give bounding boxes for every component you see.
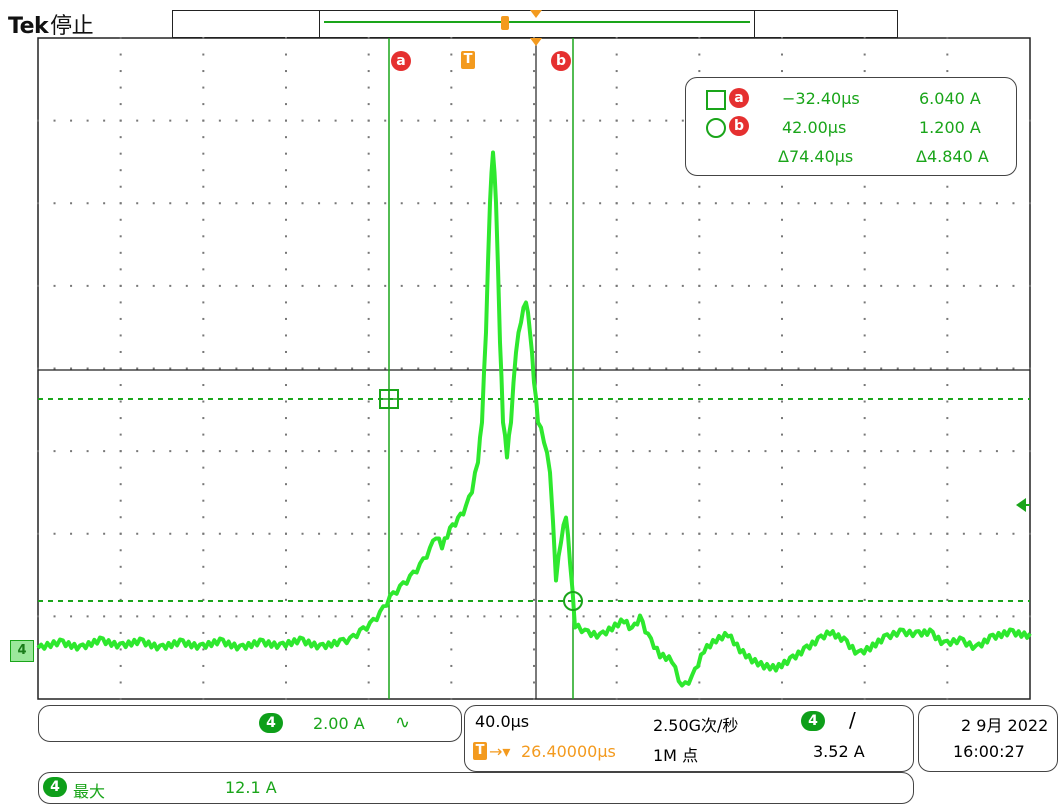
cursor-b-time: 42.00μs xyxy=(782,118,847,137)
cursor-readout-panel: a −32.40μs 6.040 A b 42.00μs 1.200 A Δ74… xyxy=(685,77,1017,176)
date-time-panel: 2 9月 2022 16:00:27 xyxy=(918,705,1058,772)
trigger-label[interactable]: T xyxy=(461,51,475,69)
cursor-b-circle-marker xyxy=(563,591,583,611)
acquisition-status: 停止 xyxy=(50,14,94,39)
timebase: 40.0μs xyxy=(475,712,530,731)
cursor-b-label[interactable]: b xyxy=(551,51,571,71)
channel-badge: 4 xyxy=(259,713,283,733)
trigger-channel-badge: 4 xyxy=(801,711,825,731)
measure-channel-badge: 4 xyxy=(43,777,67,797)
trigger-position-marker xyxy=(530,10,542,18)
measure-value: 12.1 A xyxy=(225,778,277,797)
cursor-b-value: 1.200 A xyxy=(919,118,981,137)
brand-text: Tek xyxy=(8,14,49,39)
trigger-level-arrow xyxy=(1016,498,1026,512)
bandwidth-limit-icon: ∿ xyxy=(395,712,411,733)
channel-4-ground-marker[interactable]: 4 xyxy=(10,640,34,662)
square-marker-icon xyxy=(706,90,726,110)
delta-time: Δ74.40μs xyxy=(778,147,854,166)
sample-rate: 2.50G次/秒 xyxy=(653,716,739,735)
trigger-overview-marker xyxy=(501,16,509,30)
record-length: 1M 点 xyxy=(653,746,699,765)
cursor-a-label[interactable]: a xyxy=(391,51,411,71)
trigger-time-marker xyxy=(530,38,542,46)
circle-marker-icon xyxy=(706,118,726,138)
graticule-grid xyxy=(37,37,1031,700)
waveform-trace-ch4 xyxy=(36,150,1032,688)
delta-value: Δ4.840 A xyxy=(916,147,989,166)
cursor-a-time: −32.40μs xyxy=(782,89,860,108)
trigger-position: 26.40000μs xyxy=(521,742,616,761)
trigger-arrow-icon: →▾ xyxy=(489,742,511,761)
horizontal-trigger-panel[interactable]: 40.0μs 2.50G次/秒 4 / T →▾ 26.40000μs 1M 点… xyxy=(464,705,914,772)
trigger-level: 3.52 A xyxy=(813,742,865,761)
channel-settings-panel[interactable]: 4 2.00 A ∿ xyxy=(38,705,462,742)
cursor-a-value: 6.040 A xyxy=(919,89,981,108)
vertical-scale: 2.00 A xyxy=(313,714,365,733)
brand-label: Tek停止 xyxy=(8,8,94,40)
time-display: 16:00:27 xyxy=(953,742,1025,761)
trigger-position-badge: T xyxy=(473,742,487,760)
readout-cursor-b-badge: b xyxy=(729,116,749,136)
measure-label: 最大 xyxy=(73,782,106,801)
readout-cursor-a-badge: a xyxy=(729,88,749,108)
measurement-panel[interactable]: 4 最大 12.1 A xyxy=(38,772,914,804)
date-display: 2 9月 2022 xyxy=(961,716,1049,735)
rising-edge-icon: / xyxy=(849,708,856,732)
